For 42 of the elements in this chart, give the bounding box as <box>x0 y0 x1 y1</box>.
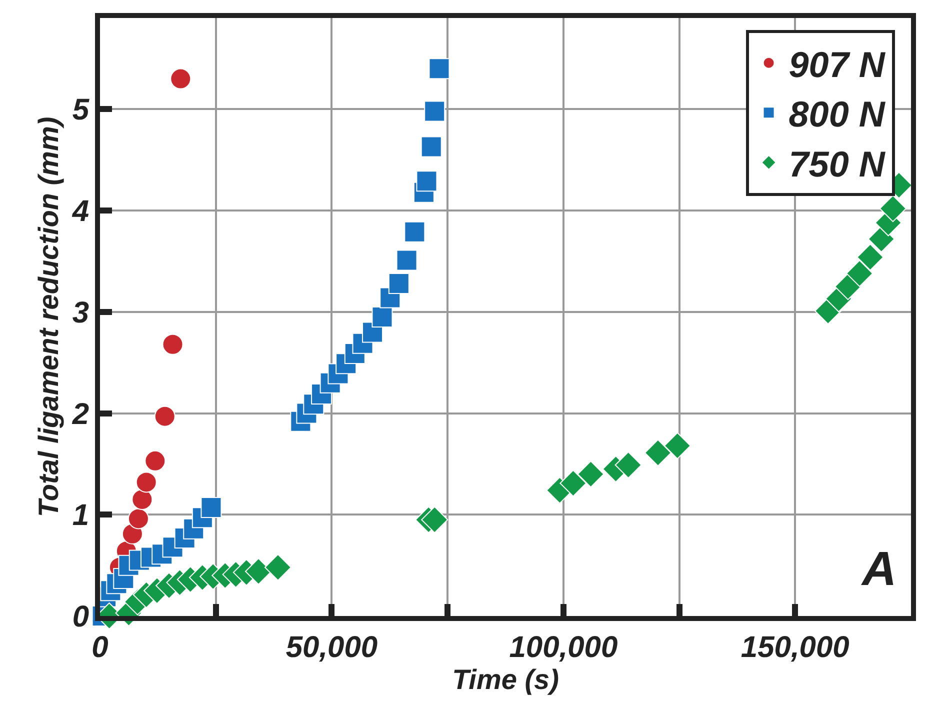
point <box>128 508 149 530</box>
point <box>200 497 222 518</box>
point <box>170 68 192 90</box>
point <box>264 554 292 581</box>
x-tick-label: 150,000 <box>740 631 850 664</box>
point <box>834 273 862 300</box>
point <box>372 306 393 328</box>
point <box>879 195 906 222</box>
point <box>136 472 157 493</box>
point <box>664 432 691 460</box>
x-axis-title: Time (s) <box>452 664 559 695</box>
point <box>162 334 184 355</box>
point <box>416 170 438 192</box>
y-axis-title: Total ligament reduction (mm) <box>33 116 64 518</box>
point <box>856 244 884 271</box>
y-tick-label: 2 <box>71 398 90 431</box>
point <box>154 406 176 427</box>
point <box>424 100 446 122</box>
annotation: A <box>861 543 897 596</box>
point <box>577 460 604 488</box>
y-tick-label: 0 <box>72 600 90 634</box>
y-tick-label: 3 <box>72 296 90 330</box>
y-tick-label: 4 <box>71 195 90 228</box>
point <box>614 451 642 478</box>
point <box>421 506 448 534</box>
point <box>144 450 166 472</box>
point <box>846 260 874 287</box>
point <box>404 221 426 242</box>
point <box>560 470 587 497</box>
y-tick-label: 1 <box>72 499 89 532</box>
x-tick-label: 100,000 <box>509 631 618 664</box>
point <box>388 273 410 294</box>
legend-label: 750 N <box>788 144 886 184</box>
point <box>396 250 418 271</box>
x-tick-label: 50,000 <box>286 631 378 664</box>
legend-label: 907 N <box>788 44 886 85</box>
y-tick-label: 5 <box>72 94 90 127</box>
point <box>428 58 450 80</box>
point <box>132 488 153 510</box>
point <box>644 439 672 466</box>
legend-label: 800 N <box>788 94 886 135</box>
point <box>420 136 442 158</box>
